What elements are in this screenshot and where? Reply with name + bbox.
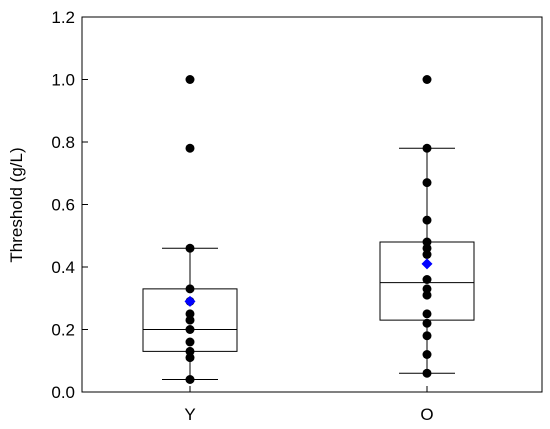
y-tick-label: 0.2 xyxy=(51,321,75,340)
data-point xyxy=(185,75,195,84)
data-point xyxy=(185,337,195,347)
data-point xyxy=(185,143,195,153)
data-point xyxy=(422,318,432,328)
data-point xyxy=(185,315,195,325)
data-point xyxy=(422,75,432,84)
x-tick-label: Y xyxy=(184,405,195,424)
data-point xyxy=(422,250,432,259)
data-point xyxy=(185,346,195,356)
y-tick-label: 0.6 xyxy=(51,196,75,215)
data-point xyxy=(185,353,195,363)
x-tick-label: O xyxy=(420,405,433,424)
y-axis: 0.0 0.2 0.4 0.6 0.8 1.0 1.2 xyxy=(51,8,88,402)
data-point xyxy=(422,309,432,319)
data-point xyxy=(422,143,432,153)
data-point xyxy=(422,290,432,300)
y-axis-title: Threshold (g/L) xyxy=(7,147,26,262)
y-tick-label: 0.4 xyxy=(51,258,75,277)
data-point xyxy=(422,243,432,253)
data-point xyxy=(422,237,432,247)
box-group-o xyxy=(379,75,475,378)
data-point xyxy=(185,325,195,334)
data-point xyxy=(185,309,195,319)
data-point xyxy=(422,178,432,188)
y-tick-label: 0.8 xyxy=(51,133,75,152)
data-point xyxy=(185,284,195,294)
data-point xyxy=(185,375,195,384)
box-group-y xyxy=(142,75,238,384)
mean-marker xyxy=(184,295,196,307)
data-point xyxy=(422,284,432,294)
data-point xyxy=(422,215,432,225)
y-tick-label: 0.0 xyxy=(51,383,75,402)
plot-frame xyxy=(81,16,543,393)
mean-marker xyxy=(421,258,433,270)
y-tick-label: 1.0 xyxy=(51,71,75,90)
data-point xyxy=(422,368,432,378)
data-point xyxy=(422,350,432,359)
data-point xyxy=(185,243,195,253)
y-tick-label: 1.2 xyxy=(51,8,75,27)
data-point xyxy=(422,331,432,341)
plot-area xyxy=(142,75,475,384)
data-point xyxy=(422,275,432,284)
